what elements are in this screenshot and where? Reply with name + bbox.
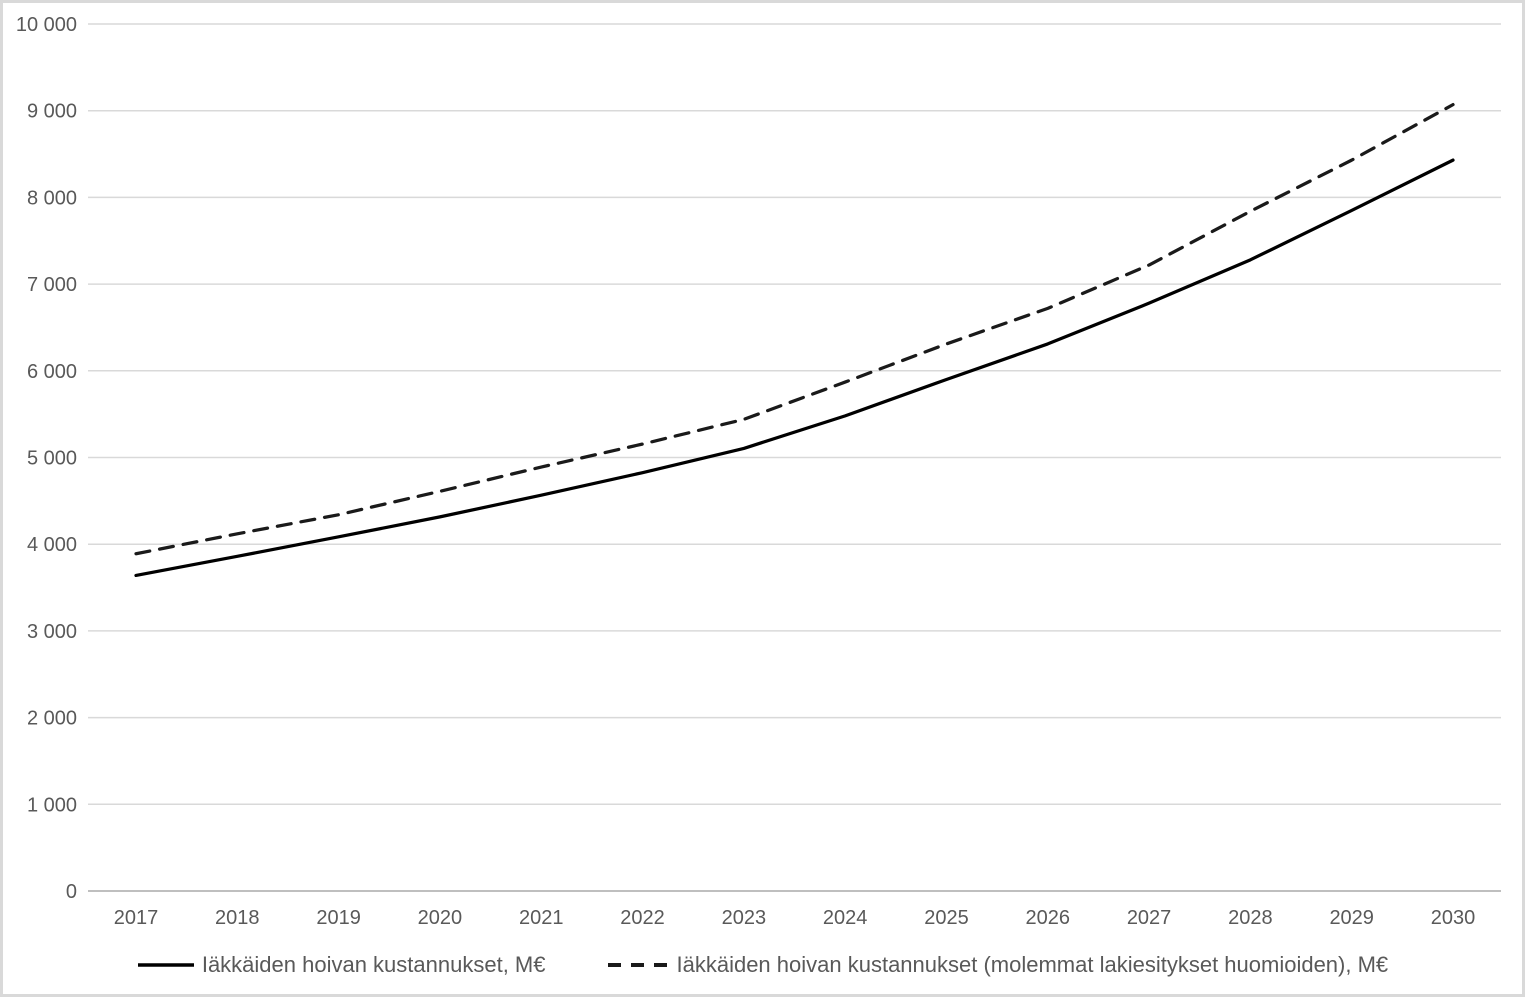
series-line-dashed [134,103,1455,556]
y-tick-label: 9 000 [27,101,77,123]
x-tick-label: 2024 [823,907,868,929]
y-tick-label: 0 [66,881,77,903]
x-tick-label: 2025 [924,907,969,929]
y-tick-label: 6 000 [27,361,77,383]
x-tick-label: 2027 [1127,907,1172,929]
legend-item-solid: Iäkkäiden hoivan kustannukset, M€ [137,952,546,978]
legend-label-dashed: Iäkkäiden hoivan kustannukset (molemmat … [676,952,1389,977]
y-tick-label: 4 000 [27,534,77,556]
x-tick-label: 2030 [1431,907,1476,929]
x-tick-label: 2018 [215,907,260,929]
y-tick-label: 10 000 [16,14,77,36]
x-tick-label: 2028 [1228,907,1273,929]
legend-label-solid: Iäkkäiden hoivan kustannukset, M€ [201,952,546,977]
solid-line-icon [137,963,194,967]
y-tick-label: 5 000 [27,448,77,470]
y-tick-label: 2 000 [27,708,77,730]
x-tick-label: 2020 [418,907,463,929]
series-line-solid [134,158,1455,578]
y-tick-label: 1 000 [27,794,77,816]
x-tick-label: 2026 [1026,907,1071,929]
y-tick-label: 3 000 [27,621,77,643]
legend: Iäkkäiden hoivan kustannukset, M€ Iäkkäi… [3,945,1522,985]
x-tick-label: 2017 [114,907,159,929]
x-tick-label: 2023 [722,907,767,929]
x-tick-label: 2021 [519,907,564,929]
y-tick-label: 8 000 [27,187,77,209]
x-tick-label: 2022 [620,907,665,929]
x-tick-label: 2019 [316,907,361,929]
legend-item-dashed: Iäkkäiden hoivan kustannukset (molemmat … [607,952,1388,978]
x-tick-label: 2029 [1329,907,1374,929]
line-chart-canvas: 0 1 000 2 000 3 000 4 000 5 000 6 000 7 000 8 00… [16,14,1501,929]
dashed-line-icon [608,963,669,967]
y-tick-label: 7 000 [27,274,77,296]
